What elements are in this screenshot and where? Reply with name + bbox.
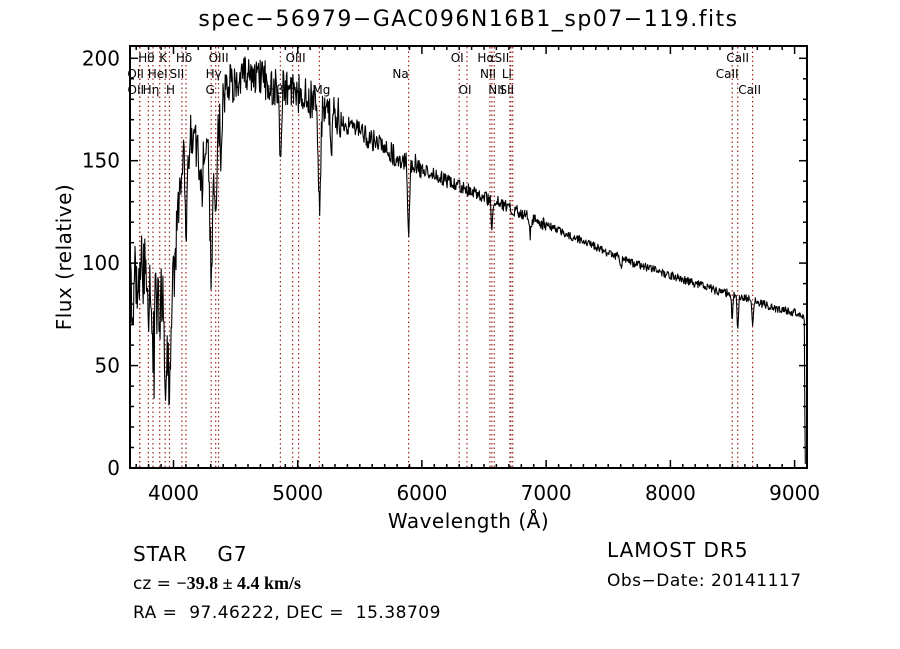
y-tick-label: 150	[82, 149, 120, 173]
x-tick-label: 4000	[148, 481, 199, 505]
spectral-line-label: CaII	[738, 83, 761, 97]
y-tick-label: 200	[82, 46, 120, 70]
spectral-line-label: SII	[495, 51, 510, 65]
axis-ticks	[130, 46, 807, 469]
spectrum-trace	[131, 56, 806, 464]
spectral-line-label: Hθ	[138, 51, 154, 65]
spectral-line-label: OI	[459, 83, 472, 97]
x-tick-label: 8000	[645, 481, 696, 505]
spectral-line-label: HeI	[148, 67, 168, 81]
y-tick-label: 0	[107, 456, 120, 480]
spectral-line-label: OII	[127, 67, 144, 81]
spectral-line-label: Li	[502, 67, 512, 81]
spectral-line-label: H	[166, 83, 175, 97]
spectral-line-label: SII	[170, 67, 185, 81]
spectral-line-label: Na	[392, 67, 408, 81]
spectral-line-label: OI	[451, 51, 464, 65]
x-axis-label: Wavelength (Å)	[387, 509, 550, 533]
ra-dec-label: RA = 97.46222, DEC = 15.38709	[133, 603, 441, 623]
spectral-line-label: CaII	[716, 67, 739, 81]
spectral-line-label: CaII	[726, 51, 749, 65]
spectral-line-label: Hη	[143, 83, 160, 97]
spectral-line-label: OII	[128, 83, 145, 97]
radial-velocity-label: cz = −39.8 ± 4.4 km/s	[133, 573, 301, 594]
spectral-line-label: Mg	[312, 83, 330, 97]
y-tick-label: 100	[82, 251, 120, 275]
survey-label: LAMOST DR5	[607, 538, 749, 562]
x-tick-label: 6000	[396, 481, 447, 505]
x-tick-label: 7000	[521, 481, 572, 505]
spectral-line-label: K	[159, 51, 168, 65]
plot-border	[129, 45, 808, 469]
spectral-line-labels: OIIOIIHθHηHeIKHSIIHδGHγOIIIHβOIIIMgNaOIO…	[127, 51, 761, 97]
cz-prefix: cz =	[133, 574, 177, 594]
spectral-line-label: Hγ	[206, 67, 222, 81]
y-axis-label: Flux (relative)	[52, 183, 76, 331]
spectral-line-label: NII	[488, 83, 504, 97]
y-tick-labels: 0 50 100 150 200	[82, 46, 120, 480]
y-tick-label: 50	[95, 354, 120, 378]
x-tick-label: 5000	[272, 481, 323, 505]
cz-value: −39.8 ± 4.4 km/s	[176, 573, 301, 593]
spectral-line-markers	[139, 47, 754, 467]
obs-date-label: Obs−Date: 20141117	[607, 571, 802, 591]
spectral-line-label: Hα	[477, 51, 494, 65]
spectral-line-label: OIII	[286, 51, 306, 65]
x-tick-label: 9000	[769, 481, 820, 505]
spectral-line-label: NII	[480, 67, 496, 81]
spectral-line-label: OIII	[209, 51, 229, 65]
spectral-line-label: G	[206, 83, 215, 97]
spectral-line-label: Hδ	[176, 51, 192, 65]
plot-title: spec−56979−GAC096N16B1_sp07−119.fits	[198, 7, 739, 32]
object-class-label: STAR G7	[133, 542, 248, 566]
x-tick-labels: 4000 5000 6000 7000 8000 9000	[148, 481, 820, 505]
spectral-line-label: SII	[499, 83, 514, 97]
